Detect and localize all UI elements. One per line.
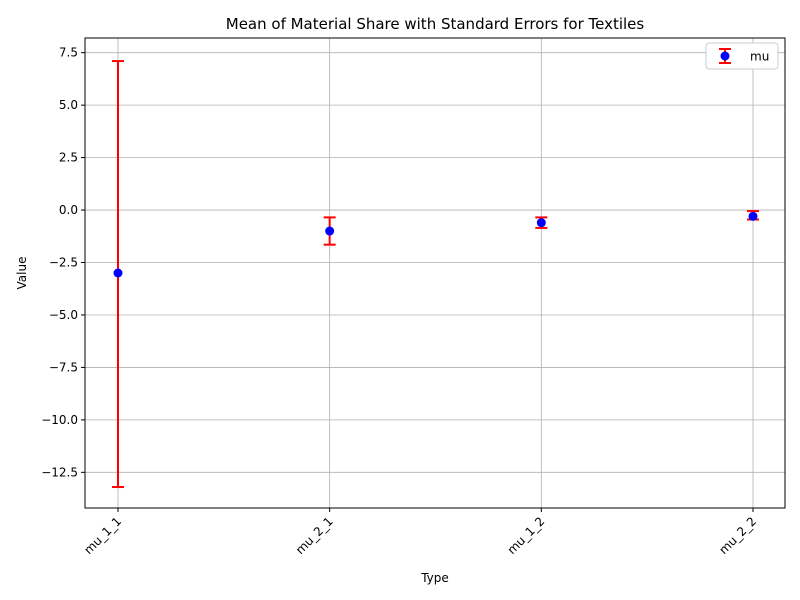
x-axis-label: Type xyxy=(420,571,449,585)
chart-title: Mean of Material Share with Standard Err… xyxy=(226,15,645,33)
y-tick-label: −7.5 xyxy=(49,360,78,374)
y-tick-label: 7.5 xyxy=(59,46,78,60)
x-axis: mu_1_1 mu_2_1 mu_1_2 mu_2_2 xyxy=(81,508,759,557)
y-tick-label: −10.0 xyxy=(41,413,78,427)
legend-marker xyxy=(720,51,730,61)
data-point xyxy=(536,218,546,228)
data-point xyxy=(748,211,758,221)
data-point xyxy=(113,268,123,278)
y-axis: 7.5 5.0 2.5 0.0 −2.5 −5.0 −7.5 −10.0 −12.5 xyxy=(41,46,85,479)
grid-lines xyxy=(85,38,785,508)
x-tick-label: mu_1_1 xyxy=(81,514,124,557)
y-tick-label: −5.0 xyxy=(49,308,78,322)
data-marks xyxy=(112,60,759,489)
x-tick-label: mu_2_2 xyxy=(716,514,759,557)
y-axis-label: Value xyxy=(15,257,29,290)
y-tick-label: 0.0 xyxy=(59,203,78,217)
y-tick-label: −2.5 xyxy=(49,256,78,270)
legend: mu xyxy=(705,42,779,70)
legend-label: mu xyxy=(750,50,769,64)
x-tick-label: mu_2_1 xyxy=(293,514,336,557)
x-tick-label: mu_1_2 xyxy=(505,514,548,557)
y-tick-label: 5.0 xyxy=(59,98,78,112)
y-tick-label: −12.5 xyxy=(41,465,78,479)
y-tick-label: 2.5 xyxy=(59,151,78,165)
plot-frame xyxy=(84,37,786,509)
data-point xyxy=(325,226,335,236)
